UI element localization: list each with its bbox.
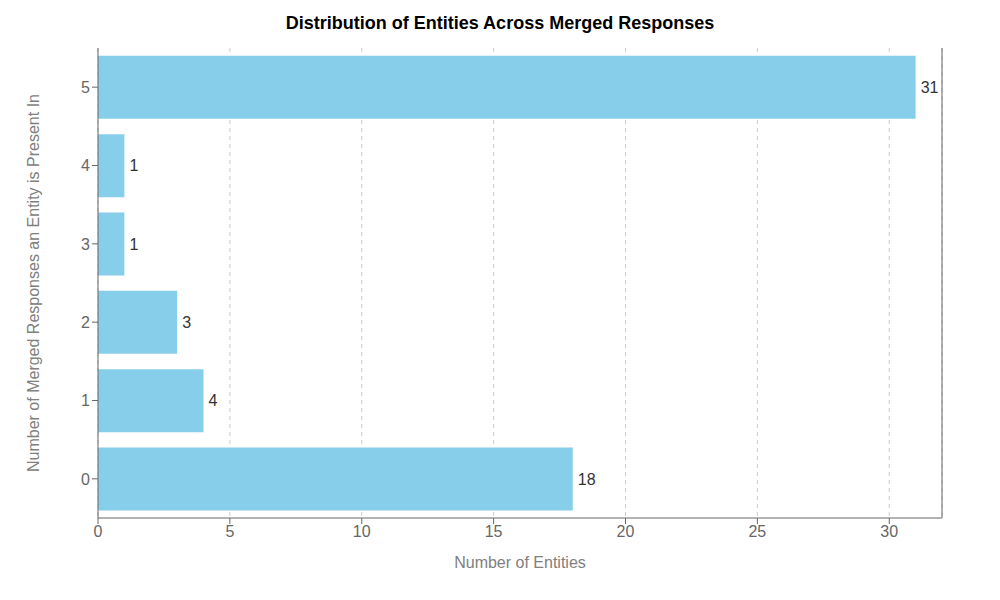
- svg-text:1: 1: [129, 157, 138, 174]
- svg-text:Number of Merged Responses an: Number of Merged Responses an Entity is …: [25, 94, 42, 472]
- svg-text:2: 2: [81, 314, 90, 331]
- svg-text:30: 30: [880, 523, 898, 540]
- svg-text:3: 3: [81, 236, 90, 253]
- svg-text:3: 3: [182, 314, 191, 331]
- svg-text:Number of Entities: Number of Entities: [454, 554, 586, 571]
- svg-text:18: 18: [578, 471, 596, 488]
- svg-text:25: 25: [748, 523, 766, 540]
- svg-text:5: 5: [81, 79, 90, 96]
- svg-text:0: 0: [81, 471, 90, 488]
- svg-text:5: 5: [225, 523, 234, 540]
- svg-text:1: 1: [129, 236, 138, 253]
- svg-text:31: 31: [921, 79, 939, 96]
- svg-text:10: 10: [353, 523, 371, 540]
- html-text:Distribution of Entities Acros: Distribution of Entities Across Merged R…: [285, 13, 715, 33]
- svg-text:0: 0: [94, 523, 103, 540]
- svg-text:15: 15: [485, 523, 503, 540]
- svg-text:4: 4: [81, 157, 90, 174]
- svg-text:1: 1: [81, 392, 90, 409]
- svg-text:4: 4: [209, 392, 218, 409]
- svg-text:20: 20: [617, 523, 635, 540]
